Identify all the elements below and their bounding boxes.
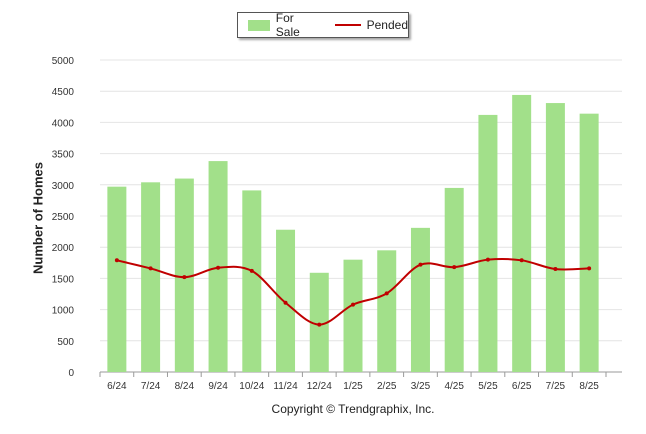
legend-item-pended[interactable]: Pended — [321, 18, 408, 32]
y-tick-label: 4500 — [52, 87, 75, 98]
x-tick-label: 3/25 — [411, 381, 431, 392]
bar-for-sale — [478, 114, 498, 373]
pended-point — [114, 258, 119, 263]
pended-point — [485, 257, 490, 262]
pended-point — [351, 302, 355, 307]
x-tick-label: 12/24 — [307, 381, 332, 392]
x-tick-label: 4/25 — [444, 381, 464, 392]
y-tick-label: 1500 — [52, 274, 75, 285]
pended-point — [182, 275, 187, 280]
bar-for-sale — [242, 190, 262, 372]
y-tick-label: 3000 — [52, 181, 75, 192]
x-tick-label: 7/25 — [546, 381, 566, 392]
pended-point — [553, 267, 558, 272]
bar-for-sale — [410, 227, 430, 372]
bar-for-sale — [377, 250, 397, 372]
y-tick-label: 1000 — [52, 306, 75, 317]
legend: For Sale Pended — [237, 11, 409, 39]
legend-swatch-for-sale — [248, 19, 270, 31]
bar-for-sale — [309, 272, 329, 372]
bar-for-sale — [444, 187, 464, 372]
y-tick-label: 5000 — [52, 56, 75, 67]
x-tick-label: 9/24 — [208, 381, 228, 392]
y-tick-label: 2500 — [52, 212, 75, 223]
pended-point — [283, 300, 288, 305]
y-tick-label: 3500 — [52, 150, 75, 161]
x-tick-label: 5/25 — [478, 381, 498, 392]
legend-swatch-pended — [334, 24, 361, 26]
bar-for-sale — [512, 94, 532, 372]
copyright-text: Copyright © Trendgraphix, Inc. — [271, 402, 435, 416]
y-tick-label: 0 — [68, 368, 74, 379]
pended-point — [317, 322, 322, 327]
y-axis-title: Number of Homes — [30, 162, 46, 274]
pended-point — [452, 265, 457, 270]
x-tick-label: 1/25 — [343, 381, 363, 392]
pended-point — [587, 266, 592, 271]
legend-label-pended: Pended — [366, 18, 408, 32]
x-tick-label: 10/24 — [239, 381, 264, 392]
legend-item-for-sale[interactable]: For Sale — [238, 11, 321, 39]
x-axis-ticks: 6/24 7/24 8/24 9/24 10/24 11/24 12/24 1/25 2/25 3… — [99, 372, 607, 392]
x-tick-label: 2/25 — [377, 381, 397, 392]
x-tick-label: 6/25 — [512, 381, 532, 392]
x-tick-label: 8/24 — [175, 381, 195, 392]
y-axis-ticks: 0 500 1000 1500 2000 2500 3000 3500 4000 4500 5000 — [52, 56, 75, 379]
bar-for-sale — [107, 186, 127, 372]
pended-point — [519, 258, 524, 263]
y-tick-label: 2000 — [52, 243, 75, 254]
pended-point — [384, 291, 389, 296]
bar-for-sale — [343, 259, 363, 372]
y-tick-label: 4000 — [52, 118, 75, 129]
legend-label-for-sale: For Sale — [275, 11, 300, 39]
y-tick-label: 500 — [57, 337, 74, 348]
pended-point — [418, 262, 423, 267]
line-pended — [114, 257, 592, 327]
x-tick-label: 7/24 — [141, 381, 161, 392]
bar-for-sale — [545, 103, 565, 372]
bar-for-sale — [141, 182, 161, 372]
pended-point — [249, 268, 254, 273]
x-tick-label: 8/25 — [579, 381, 599, 392]
bar-for-sale — [579, 113, 599, 372]
x-tick-label: 6/24 — [107, 381, 127, 392]
bars-for-sale — [107, 94, 599, 373]
pended-point — [148, 266, 153, 271]
pended-point — [216, 265, 221, 270]
x-tick-label: 11/24 — [273, 381, 298, 392]
